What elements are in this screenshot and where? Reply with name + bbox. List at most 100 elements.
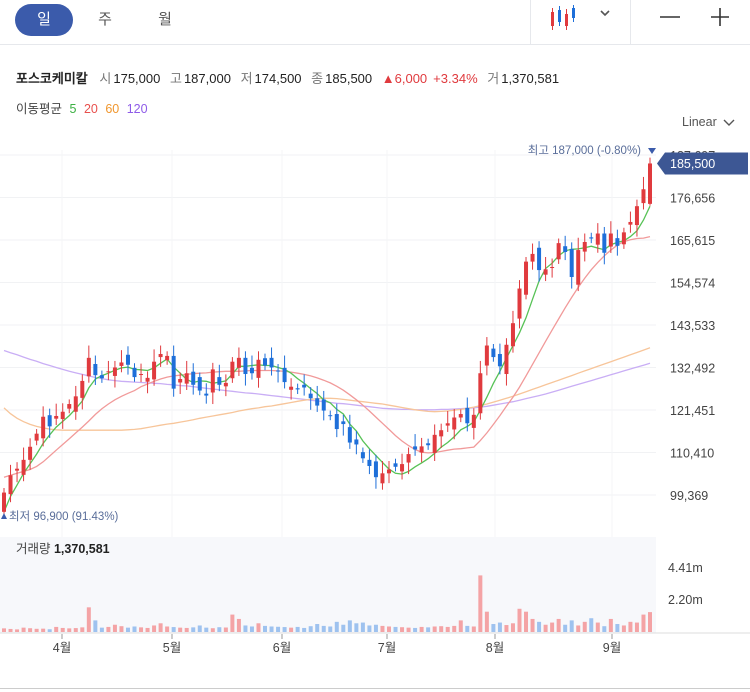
candle-body [8,475,13,495]
candle-body [530,253,535,262]
candle-body [452,417,457,430]
volume-bar [347,620,352,632]
candle-body [334,414,339,430]
candle-body [634,206,639,226]
tab-daily[interactable]: 일 [15,4,73,36]
high-marker-icon [648,148,656,154]
candle-body [99,375,104,379]
volume-bar [67,628,72,632]
volume-bar [445,626,450,632]
candle-body [106,371,111,373]
candle-body [2,492,6,512]
volume-tick-label: 4.41m [668,561,703,575]
volume-bar [269,626,274,632]
current-price-label: 185,500 [670,157,715,171]
candle-body [413,446,418,450]
change-percent: +3.34% [433,71,478,86]
candle-body [445,423,450,426]
volume-bar [471,626,476,632]
price-axis: 99,369 110,410 121,451 132,492 143,533 154,57… [668,149,715,607]
candle-body [165,355,170,361]
month-tick-label: 4월 [53,641,71,655]
volume-bar [282,627,287,632]
candle-body [380,473,385,484]
zoom-in-button[interactable] [700,0,740,44]
moving-average-lines [3,205,651,513]
candlesticks [2,157,652,517]
candle-body [243,357,248,375]
volume-bar [367,625,372,632]
volume-bar [152,625,157,632]
chevron-down-icon [723,119,735,126]
volume-bar [21,627,26,632]
month-tick-label: 5월 [163,641,181,655]
volume-title: 거래량 1,370,581 [16,542,110,556]
volume-bar [400,627,405,632]
candle-body [465,407,470,424]
chart-type-button[interactable] [545,0,625,44]
candle-body [145,377,150,382]
candle-body [347,427,352,443]
volume-bar [478,575,483,632]
volume-bar [223,627,228,632]
volume-bar [165,626,170,632]
volume-bar [373,624,378,632]
candle-body [86,357,91,377]
price-tick-label: 121,451 [670,404,715,418]
candle-body [308,393,313,399]
candle-body [360,452,365,459]
ma5-period: 5 [69,102,77,116]
volume-bar [256,623,261,632]
candle-body [400,464,405,472]
volume-bar [236,618,241,632]
candle-body [589,237,594,239]
candle-body [432,434,437,453]
volume-bar [458,620,463,632]
candle-body [67,404,72,409]
month-tick-label: 6월 [273,641,291,655]
plus-icon [711,8,729,26]
volume-bar [86,607,91,632]
candle-body [328,415,333,417]
volume-bar [497,622,502,632]
volume-bar [302,627,307,632]
volume-bar [210,628,215,632]
scale-selector[interactable]: Linear [682,115,735,129]
volume-bar [47,629,52,632]
candle-body [119,362,124,366]
candle-body [569,248,574,278]
volume-bar [484,611,489,632]
volume-bar [543,624,548,632]
volume-bar [158,623,163,632]
volume-bar [648,612,652,632]
candle-body [478,373,483,414]
volume-bar [34,628,39,632]
volume-bar [184,627,189,632]
price-tick-label: 176,656 [670,192,715,206]
candle-body [60,411,65,420]
month-tick-label: 8월 [486,641,504,655]
tab-monthly[interactable]: 월 [158,11,172,28]
volume-bar [321,625,326,632]
tab-weekly[interactable]: 주 [98,11,112,28]
candle-body [178,379,183,383]
candle-body [576,250,581,285]
zoom-out-button[interactable] [650,0,690,44]
high-label: 고 [169,71,182,86]
candle-body [517,288,522,319]
volume-bar [517,608,522,632]
candle-body [543,269,548,275]
volume-bar [41,628,46,632]
ma120-period: 120 [126,102,148,116]
candle-body [282,367,287,383]
volume-bar [589,618,594,632]
low-label: 저 [240,71,253,86]
candle-body [615,238,620,246]
volume-bar [360,622,365,632]
candle-body [321,399,326,411]
candle-body [21,459,26,475]
volume-bar [354,623,359,632]
volume-bar [334,621,339,632]
volume-bar [217,627,222,632]
